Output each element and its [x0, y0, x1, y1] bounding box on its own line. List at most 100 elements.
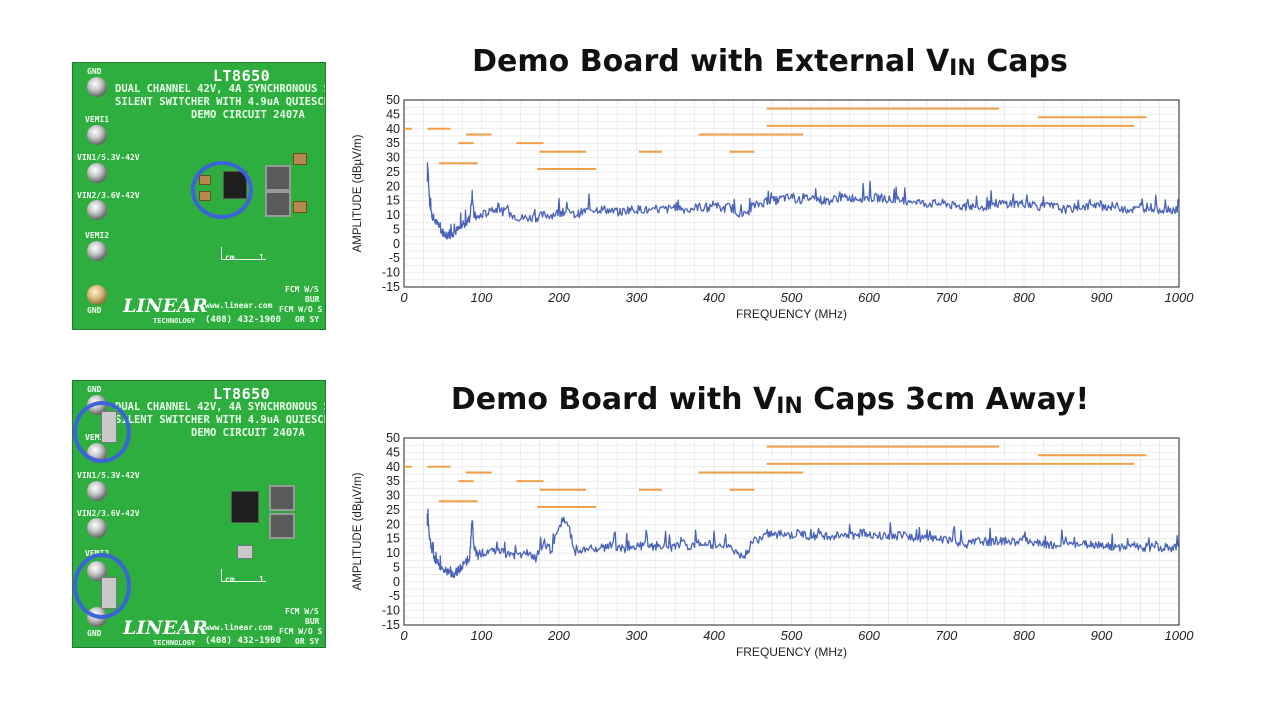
- x-tick-label: 400: [703, 290, 725, 305]
- terminal-post-vin2: [87, 518, 107, 538]
- x-tick-label: 300: [626, 628, 648, 643]
- x-axis-label: FREQUENCY (MHz): [736, 307, 847, 321]
- board-description-line-1: DUAL CHANNEL 42V, 4A SYNCHRONOUS ST: [115, 83, 326, 95]
- board-part-number: LT8650: [213, 67, 271, 85]
- x-tick-label: 100: [471, 290, 493, 305]
- y-tick-label: 25: [386, 165, 400, 179]
- ruler-label: cm: [225, 253, 235, 262]
- y-tick-label: 15: [386, 194, 400, 208]
- demo-board-photo-external-caps: LT8650 DUAL CHANNEL 42V, 4A SYNCHRONOUS …: [72, 62, 326, 330]
- terminal-post-vin1: [87, 163, 107, 183]
- y-tick-label: 15: [386, 532, 400, 546]
- y-tick-label: 40: [386, 122, 400, 136]
- y-tick-label: 20: [386, 179, 400, 193]
- y-tick-label: -10: [382, 604, 400, 618]
- board-mode-text-2: BUR: [305, 295, 320, 304]
- label-gnd-bottom: GND: [87, 306, 102, 315]
- chart-title-caps-3cm-away: Demo Board with VIN Caps 3cm Away!: [340, 382, 1200, 419]
- x-tick-label: 800: [1013, 628, 1035, 643]
- x-tick-label: 200: [547, 628, 570, 643]
- ruler-label: cm: [225, 575, 235, 584]
- cm-ruler: [221, 569, 266, 582]
- board-mode-text-4: OR SY: [295, 315, 320, 324]
- y-tick-label: 0: [393, 575, 400, 589]
- y-tick-label: 5: [393, 222, 400, 236]
- y-tick-label: -15: [382, 618, 400, 632]
- label-vemi2: VEMI2: [85, 231, 110, 240]
- chart-title-prefix: Demo Board with External V: [472, 44, 950, 79]
- emission-spectrum-line: [426, 162, 1180, 240]
- x-axis-label: FREQUENCY (MHz): [736, 645, 847, 659]
- terminal-post-vemi1: [87, 125, 107, 145]
- terminal-post-vin2: [87, 200, 107, 220]
- x-tick-label: 300: [626, 290, 648, 305]
- highlight-circle-input-caps: [191, 161, 253, 219]
- x-tick-label: 800: [1013, 290, 1035, 305]
- board-mode-text-3: FCM W/O S: [279, 627, 323, 636]
- output-capacitor: [237, 545, 253, 559]
- y-tick-label: -5: [389, 589, 400, 603]
- chart-title-prefix: Demo Board with V: [450, 382, 777, 417]
- x-tick-label: 1000: [1165, 628, 1195, 643]
- label-vin1: VIN1/5.3V-42V: [77, 471, 140, 480]
- y-axis-label: AMPLITUDE (dBµV/m): [352, 472, 364, 590]
- x-tick-label: 0: [400, 628, 408, 643]
- board-mode-text-4: OR SY: [295, 637, 320, 646]
- highlight-circle-upper-caps: [73, 401, 131, 463]
- terminal-post-vemi2: [87, 241, 107, 261]
- linear-logo-subtitle: TECHNOLOGY: [153, 317, 196, 325]
- y-tick-label: 45: [386, 107, 400, 121]
- demo-board-photo-caps-3cm-away: LT8650 DUAL CHANNEL 42V, 4A SYNCHRONOUS …: [72, 380, 326, 648]
- board-description-line-3: DEMO CIRCUIT 2407A: [191, 109, 305, 121]
- y-tick-label: 20: [386, 517, 400, 531]
- chart-title-subscript: IN: [776, 394, 803, 419]
- y-tick-label: -15: [382, 280, 400, 294]
- y-tick-label: 45: [386, 445, 400, 459]
- y-tick-label: 30: [386, 489, 400, 503]
- y-tick-label: 35: [386, 136, 400, 150]
- label-gnd-bottom: GND: [87, 629, 102, 638]
- board-description-line-2: SILENT SWITCHER WITH 4.9uA QUIESCENT C: [115, 96, 325, 108]
- terminal-post-gnd-bottom: [87, 285, 107, 305]
- y-tick-label: 30: [386, 151, 400, 165]
- plot-frame: [403, 437, 1180, 626]
- chart-title-external-caps: Demo Board with External VIN Caps: [340, 44, 1200, 81]
- y-axis-label: AMPLITUDE (dBµV/m): [352, 134, 364, 252]
- y-tick-label: 5: [393, 560, 400, 574]
- ruler-number: 1: [259, 575, 264, 584]
- x-tick-label: 700: [936, 628, 958, 643]
- label-gnd-top: GND: [87, 67, 102, 76]
- terminal-post-gnd-top: [87, 77, 107, 97]
- y-tick-label: 40: [386, 460, 400, 474]
- board-mode-text-1: FCM W/S: [285, 607, 319, 616]
- y-tick-label: 35: [386, 474, 400, 488]
- chart-title-suffix: Caps: [975, 44, 1068, 79]
- board-phone: (408) 432-1900: [205, 636, 281, 646]
- plot-frame: [403, 99, 1180, 288]
- x-tick-label: 900: [1091, 628, 1113, 643]
- lt8650-ic: [231, 491, 259, 523]
- label-vin2: VIN2/3.6V-42V: [77, 191, 140, 200]
- x-tick-label: 900: [1091, 290, 1113, 305]
- board-part-number: LT8650: [213, 385, 271, 403]
- label-vin2: VIN2/3.6V-42V: [77, 509, 140, 518]
- board-website: www.linear.com: [205, 301, 273, 310]
- label-vemi1: VEMI1: [85, 115, 110, 124]
- board-mode-text-2: BUR: [305, 617, 320, 626]
- ruler-number: 1: [259, 253, 264, 262]
- x-tick-label: 1000: [1165, 290, 1195, 305]
- label-vin1: VIN1/5.3V-42V: [77, 153, 140, 162]
- emission-spectrum-line: [426, 508, 1180, 579]
- x-tick-label: 200: [547, 290, 570, 305]
- y-tick-label: -10: [382, 266, 400, 280]
- x-tick-label: 700: [936, 290, 958, 305]
- x-tick-label: 500: [781, 628, 803, 643]
- chart-title-suffix: Caps 3cm Away!: [802, 382, 1090, 417]
- label-gnd-top: GND: [87, 385, 102, 394]
- x-tick-label: 500: [781, 290, 803, 305]
- output-capacitor: [293, 153, 307, 165]
- board-mode-text-3: FCM W/O S: [279, 305, 323, 314]
- cm-ruler: [221, 247, 266, 260]
